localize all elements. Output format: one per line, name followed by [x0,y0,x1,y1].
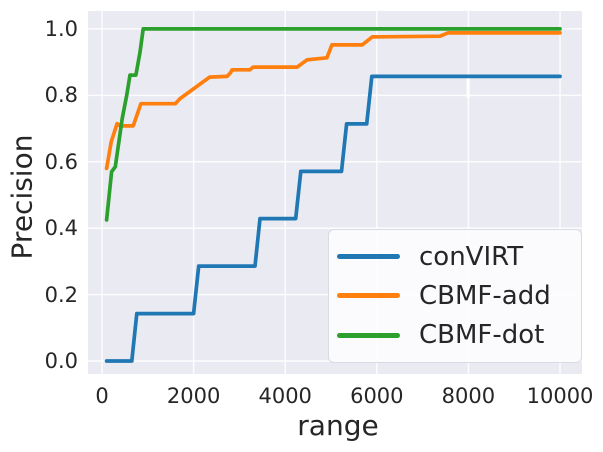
legend-label-cbmf-dot: CBMF-dot [419,320,545,351]
y-tick-label: 0.0 [44,349,78,374]
legend-item-cbmf-add: CBMF-add [337,283,581,309]
cbmf-add-line-swatch [337,293,400,299]
x-tick-label: 2000 [166,384,221,408]
legend-label-convirt: conVIRT [419,241,524,272]
y-tick-label: 1.0 [44,16,78,41]
x-tick-label: 6000 [350,384,404,408]
x-tick-label: 10000 [526,384,594,408]
x-axis-label: range [297,409,379,442]
x-tick-label: 0 [95,384,109,408]
convirt-line-swatch [337,254,400,260]
x-tick-label: 8000 [441,384,496,408]
legend: conVIRT CBMF-add CBMF-dot [328,229,582,363]
y-tick-label: 0.8 [44,83,78,108]
cbmf-dot-line-swatch [337,332,400,338]
x-tick-label: 4000 [258,384,312,408]
y-tick-label: 0.6 [44,149,78,174]
y-tick-label: 0.4 [44,216,78,241]
y-tick-label: 0.2 [44,282,78,307]
legend-item-cbmf-dot: CBMF-dot [337,322,581,348]
legend-item-convirt: conVIRT [337,244,581,270]
y-axis-label: Precision [5,134,39,260]
legend-label-cbmf-add: CBMF-add [419,280,551,311]
